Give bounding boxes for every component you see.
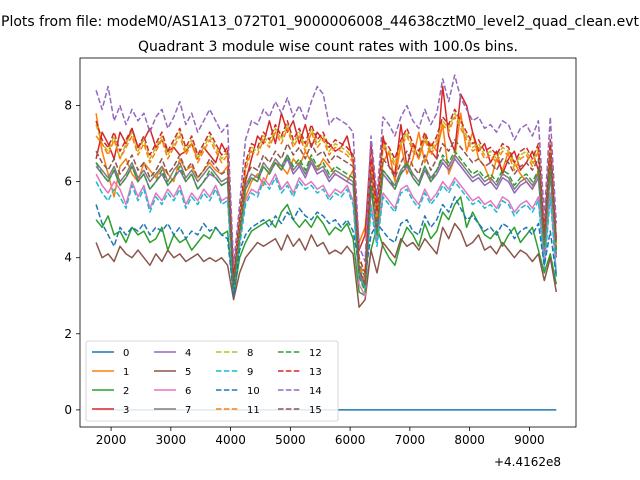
- legend-label-13: 13: [309, 367, 322, 378]
- y-axis: 0 2 4 6 8: [64, 99, 80, 417]
- series-line-7: [95, 154, 558, 293]
- legend-frame: [85, 340, 339, 422]
- legend-label-15: 15: [309, 405, 322, 416]
- series-line-11: [95, 116, 558, 286]
- plot-area: [95, 74, 558, 411]
- legend-label-6: 6: [185, 386, 191, 397]
- legend-label-5: 5: [185, 367, 191, 378]
- legend-label-9: 9: [247, 367, 253, 378]
- figure-suptitle: Plots from file: modeM0/AS1A13_072T01_90…: [1, 14, 639, 30]
- y-tick-label: 8: [64, 99, 72, 113]
- legend-label-1: 1: [123, 367, 129, 378]
- series-line-1: [95, 112, 558, 289]
- series-line-6: [95, 173, 558, 297]
- legend-label-0: 0: [123, 348, 129, 359]
- series-line-5: [95, 222, 558, 308]
- x-tick-label: 7000: [395, 433, 426, 447]
- x-tick-label: 3000: [156, 433, 187, 447]
- legend-label-8: 8: [247, 348, 253, 359]
- x-offset-label: +4.4162e8: [494, 455, 561, 469]
- x-tick-label: 9000: [514, 433, 545, 447]
- x-axis: 2000 3000 4000 5000 6000 7000 8000 9000: [96, 427, 545, 447]
- y-tick-label: 2: [64, 327, 72, 341]
- legend-label-7: 7: [185, 405, 191, 416]
- x-tick-label: 6000: [335, 433, 366, 447]
- series-line-8: [95, 112, 558, 282]
- y-tick-label: 6: [64, 175, 72, 189]
- series-line-13: [95, 108, 558, 278]
- legend-label-2: 2: [123, 386, 129, 397]
- x-tick-label: 5000: [275, 433, 306, 447]
- y-tick-label: 4: [64, 251, 72, 265]
- legend-label-3: 3: [123, 405, 129, 416]
- series-line-14: [95, 74, 558, 267]
- x-tick-label: 8000: [454, 433, 485, 447]
- axes-frame: [79, 57, 577, 428]
- legend-label-11: 11: [247, 405, 260, 416]
- series-line-4: [95, 158, 558, 293]
- series-line-10: [95, 196, 558, 297]
- x-tick-label: 4000: [215, 433, 246, 447]
- legend-label-10: 10: [247, 386, 260, 397]
- y-tick-label: 0: [64, 403, 72, 417]
- chart-title: Quadrant 3 module wise count rates with …: [138, 39, 518, 55]
- x-tick-label: 2000: [96, 433, 127, 447]
- series-line-9: [95, 177, 558, 293]
- legend-label-14: 14: [309, 386, 322, 397]
- legend-label-4: 4: [185, 348, 191, 359]
- legend-label-12: 12: [309, 348, 322, 359]
